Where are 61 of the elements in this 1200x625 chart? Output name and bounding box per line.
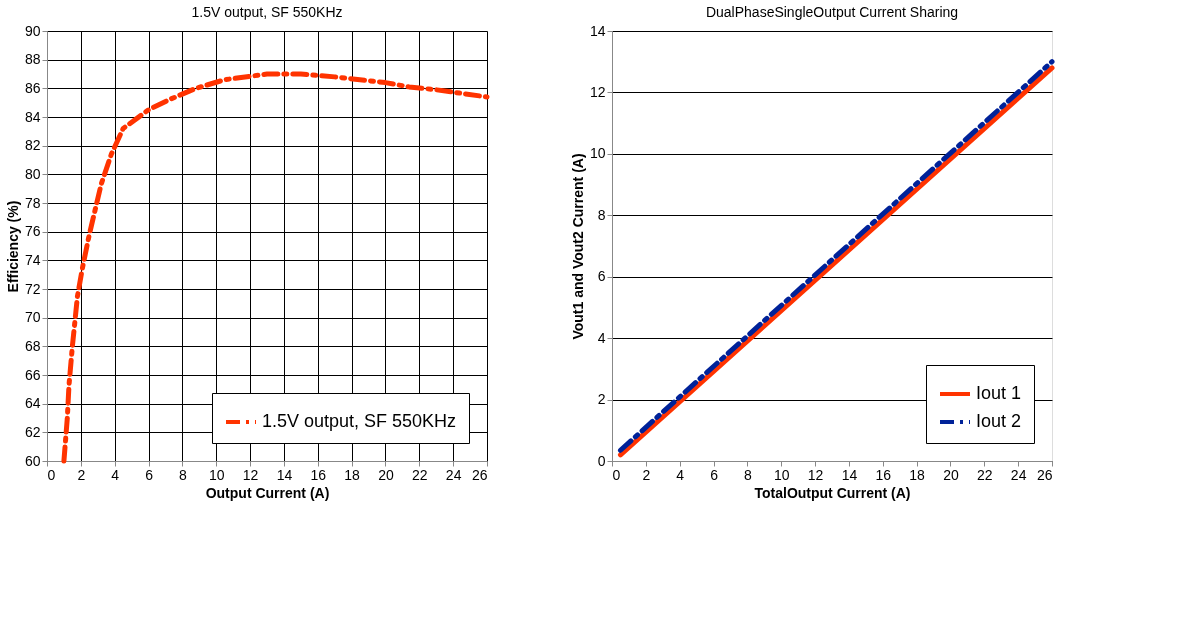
x-tick-label: 2 (77, 466, 86, 483)
x-tick-label: 4 (676, 466, 685, 483)
chart-title: DualPhaseSingleOutput Current Sharing (705, 4, 959, 20)
x-tick-label: 10 (208, 466, 225, 483)
y-tick-label: 10 (589, 145, 606, 162)
x-tick-label: 0 (47, 466, 56, 483)
x-tick-label: 10 (773, 466, 790, 483)
y-axis-title: Vout1 and Vout2 Current (A) (569, 153, 586, 340)
x-tick-label: 16 (310, 466, 327, 483)
x-tick-label: 8 (178, 466, 187, 483)
legend-label: 1.5V output, SF 550KHz (262, 411, 457, 431)
y-tick-label: 64 (24, 395, 41, 412)
y-tick-label: 90 (24, 22, 41, 39)
y-tick-label: 86 (24, 79, 41, 96)
x-tick-label: 6 (710, 466, 719, 483)
x-tick-label: 0 (612, 466, 621, 483)
legend-label: Iout 1 (976, 383, 1022, 403)
y-tick-label: 88 (24, 51, 41, 68)
x-tick-label: 18 (909, 466, 926, 483)
y-tick-label: 12 (589, 83, 606, 100)
x-tick-label: 8 (743, 466, 752, 483)
x-axis-title: Output Current (A) (205, 484, 330, 501)
x-tick-label: 12 (242, 466, 259, 483)
x-tick-label: 26 (1036, 466, 1053, 483)
y-tick-label: 4 (597, 329, 606, 346)
y-tick-label: 14 (589, 22, 606, 39)
legend-label: Iout 2 (976, 411, 1022, 431)
y-tick-label: 6 (597, 268, 606, 285)
y-tick-label: 78 (24, 194, 41, 211)
x-tick-label: 26 (471, 466, 488, 483)
x-tick-label: 16 (875, 466, 892, 483)
x-tick-label: 2 (642, 466, 651, 483)
y-tick-label: 76 (24, 223, 41, 240)
x-tick-label: 22 (977, 466, 993, 483)
x-tick-label: 4 (111, 466, 120, 483)
y-tick-label: 84 (24, 108, 41, 125)
y-tick-label: 60 (24, 452, 41, 469)
y-tick-label: 70 (24, 309, 41, 326)
y-tick-label: 74 (24, 251, 41, 268)
x-tick-label: 14 (841, 466, 858, 483)
y-tick-label: 0 (597, 452, 606, 469)
x-tick-label: 22 (412, 466, 428, 483)
y-tick-label: 72 (24, 280, 41, 297)
x-tick-label: 24 (1010, 466, 1027, 483)
x-tick-label: 20 (943, 466, 959, 483)
x-tick-label: 12 (807, 466, 824, 483)
y-tick-label: 62 (24, 423, 41, 440)
y-tick-label: 80 (24, 165, 41, 182)
x-tick-label: 18 (344, 466, 361, 483)
chart-title: 1.5V output, SF 550KHz (191, 4, 343, 20)
y-axis-title: Efficiency (%) (4, 200, 21, 293)
y-tick-label: 82 (24, 137, 41, 154)
x-tick-label: 6 (145, 466, 154, 483)
x-tick-label: 14 (276, 466, 293, 483)
x-tick-label: 20 (378, 466, 394, 483)
y-tick-label: 2 (597, 391, 606, 408)
y-tick-label: 66 (24, 366, 41, 383)
y-tick-label: 68 (24, 337, 41, 354)
y-tick-label: 8 (597, 206, 606, 223)
x-axis-title: TotalOutput Current (A) (754, 484, 911, 501)
x-tick-label: 24 (445, 466, 462, 483)
